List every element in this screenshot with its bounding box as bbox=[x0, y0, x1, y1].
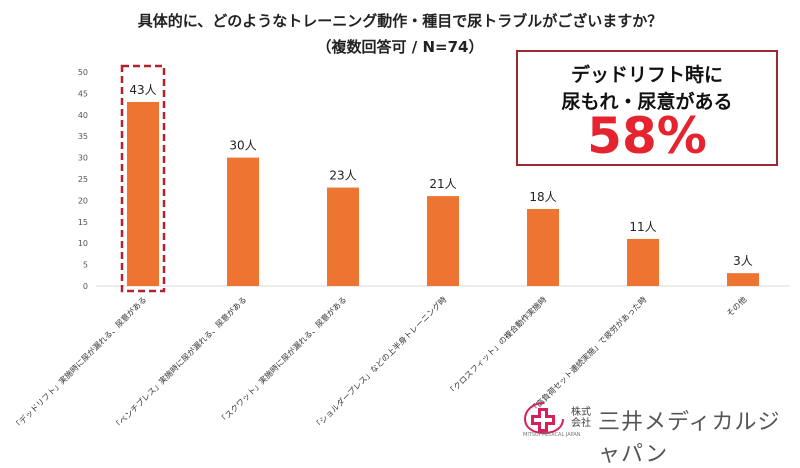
bar bbox=[627, 238, 659, 286]
category-label: 「高負荷セット連続実施」で疲労があった時 bbox=[528, 294, 648, 414]
bar bbox=[527, 208, 559, 286]
y-tick-label: 50 bbox=[78, 68, 88, 77]
y-tick-label: 35 bbox=[78, 132, 88, 141]
y-tick-label: 45 bbox=[78, 89, 88, 98]
medical-cross-icon bbox=[523, 402, 564, 434]
bar bbox=[327, 187, 359, 286]
data-label: 23人 bbox=[329, 169, 356, 183]
data-label: 21人 bbox=[429, 177, 456, 191]
data-labels: 43人 30人 23人 21人 18人 11人 3人 bbox=[129, 83, 752, 268]
category-label: 「スクワット」実施時に尿が漏れる、尿意がある bbox=[217, 294, 349, 426]
data-label: 43人 bbox=[129, 83, 156, 97]
company-type-label: 株式 会社 bbox=[571, 407, 591, 429]
callout-line-2: 尿もれ・尿意がある bbox=[561, 91, 733, 113]
y-tick-label: 10 bbox=[78, 239, 88, 248]
category-label: その他 bbox=[724, 294, 748, 318]
callout-line-1: デッドリフト時に bbox=[570, 64, 723, 86]
highlight-callout: デッドリフト時に 尿もれ・尿意がある 58% bbox=[516, 50, 778, 166]
y-tick-label: 20 bbox=[78, 196, 88, 205]
bar bbox=[727, 273, 759, 286]
highlight-frame bbox=[120, 64, 166, 293]
chart-title: 具体的に、どのようなトレーニング動作・種目で尿トラブルがございますか？ bbox=[137, 12, 663, 30]
y-tick-label: 40 bbox=[78, 111, 88, 120]
data-label: 18人 bbox=[529, 190, 556, 204]
y-tick-label: 0 bbox=[83, 282, 88, 291]
data-label: 11人 bbox=[629, 220, 656, 234]
company-name-en: MITSUI MEDICAL JAPAN bbox=[523, 432, 581, 438]
bar-chart: 0 5 10 15 20 25 30 35 40 45 50 43人 30人 23人 21人 18人 11人 3… bbox=[11, 64, 790, 432]
y-tick-label: 15 bbox=[78, 218, 88, 227]
bar bbox=[127, 101, 159, 287]
data-label: 3人 bbox=[733, 254, 753, 268]
category-label: 「クロスフィット」の複合動作実施時 bbox=[445, 294, 548, 397]
data-label: 30人 bbox=[229, 139, 256, 153]
y-tick-label: 25 bbox=[78, 175, 88, 184]
company-name: 三井メディカルジャパン bbox=[598, 410, 781, 467]
bar bbox=[227, 157, 259, 286]
y-tick-label: 5 bbox=[83, 261, 88, 270]
chart-subtitle: （複数回答可 / N=74） bbox=[316, 38, 484, 56]
bars bbox=[120, 64, 759, 293]
company-logo: 株式 会社 三井メディカルジャパン MITSUI MEDICAL JAPAN bbox=[520, 398, 790, 467]
y-tick-label: 30 bbox=[78, 154, 88, 163]
bar bbox=[427, 196, 459, 286]
callout-percentage: 58% bbox=[587, 107, 707, 165]
